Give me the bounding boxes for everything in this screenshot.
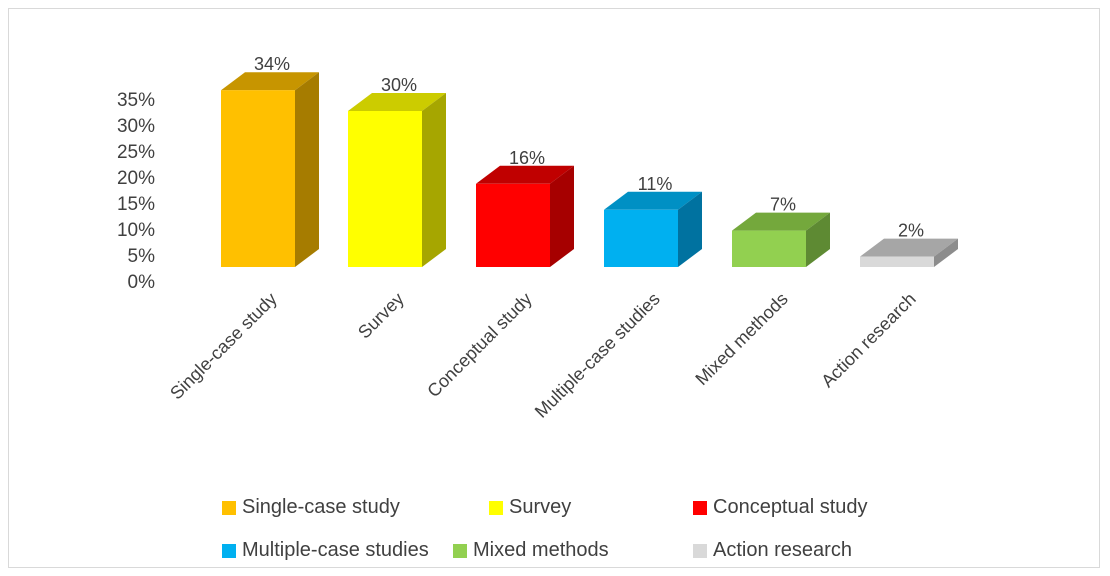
bar [476,183,550,267]
bar-side-face [550,165,574,267]
bar-top-face [732,212,830,231]
data-label: 16% [509,148,545,168]
data-label: 30% [381,75,417,95]
bar-top-face [348,93,446,111]
category-label: Action research [817,289,920,392]
bar-side-face [806,212,830,267]
bar [221,90,295,267]
chart-frame [8,8,1100,568]
y-tick-label: 10% [117,220,155,241]
data-label: 34% [254,54,290,74]
y-tick-label: 20% [117,168,155,189]
bar-side-face [295,72,319,267]
y-tick-label: 35% [117,90,155,111]
bar [860,256,934,267]
bar-top-face [860,238,958,257]
bar [732,230,806,267]
bar-top-face [604,191,702,210]
y-tick-label: 30% [117,116,155,137]
bar-top-face [221,72,319,91]
bar [348,111,422,267]
bar-top-face [476,165,574,184]
category-label: Survey [354,289,408,343]
category-label: Single-case study [166,289,281,404]
bar-side-face [422,93,446,267]
bar-side-face [934,238,958,267]
data-label: 11% [638,174,673,194]
y-tick-label: 15% [117,194,155,215]
category-label: Mixed methods [691,289,791,389]
bar [604,209,678,267]
data-label: 2% [898,221,924,241]
y-tick-label: 5% [128,246,156,267]
bar-side-face [678,191,702,267]
category-label: Multiple-case studies [531,289,664,422]
category-label: Conceptual study [423,289,535,401]
y-tick-label: 25% [117,142,155,163]
data-label: 7% [770,195,796,215]
y-tick-label: 0% [128,272,156,293]
